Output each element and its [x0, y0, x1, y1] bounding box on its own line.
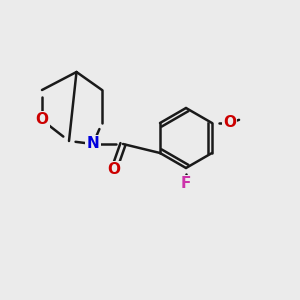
Text: F: F [181, 176, 191, 191]
Text: O: O [223, 116, 236, 130]
Text: O: O [35, 112, 49, 128]
Text: O: O [107, 162, 121, 177]
Text: N: N [87, 136, 99, 152]
